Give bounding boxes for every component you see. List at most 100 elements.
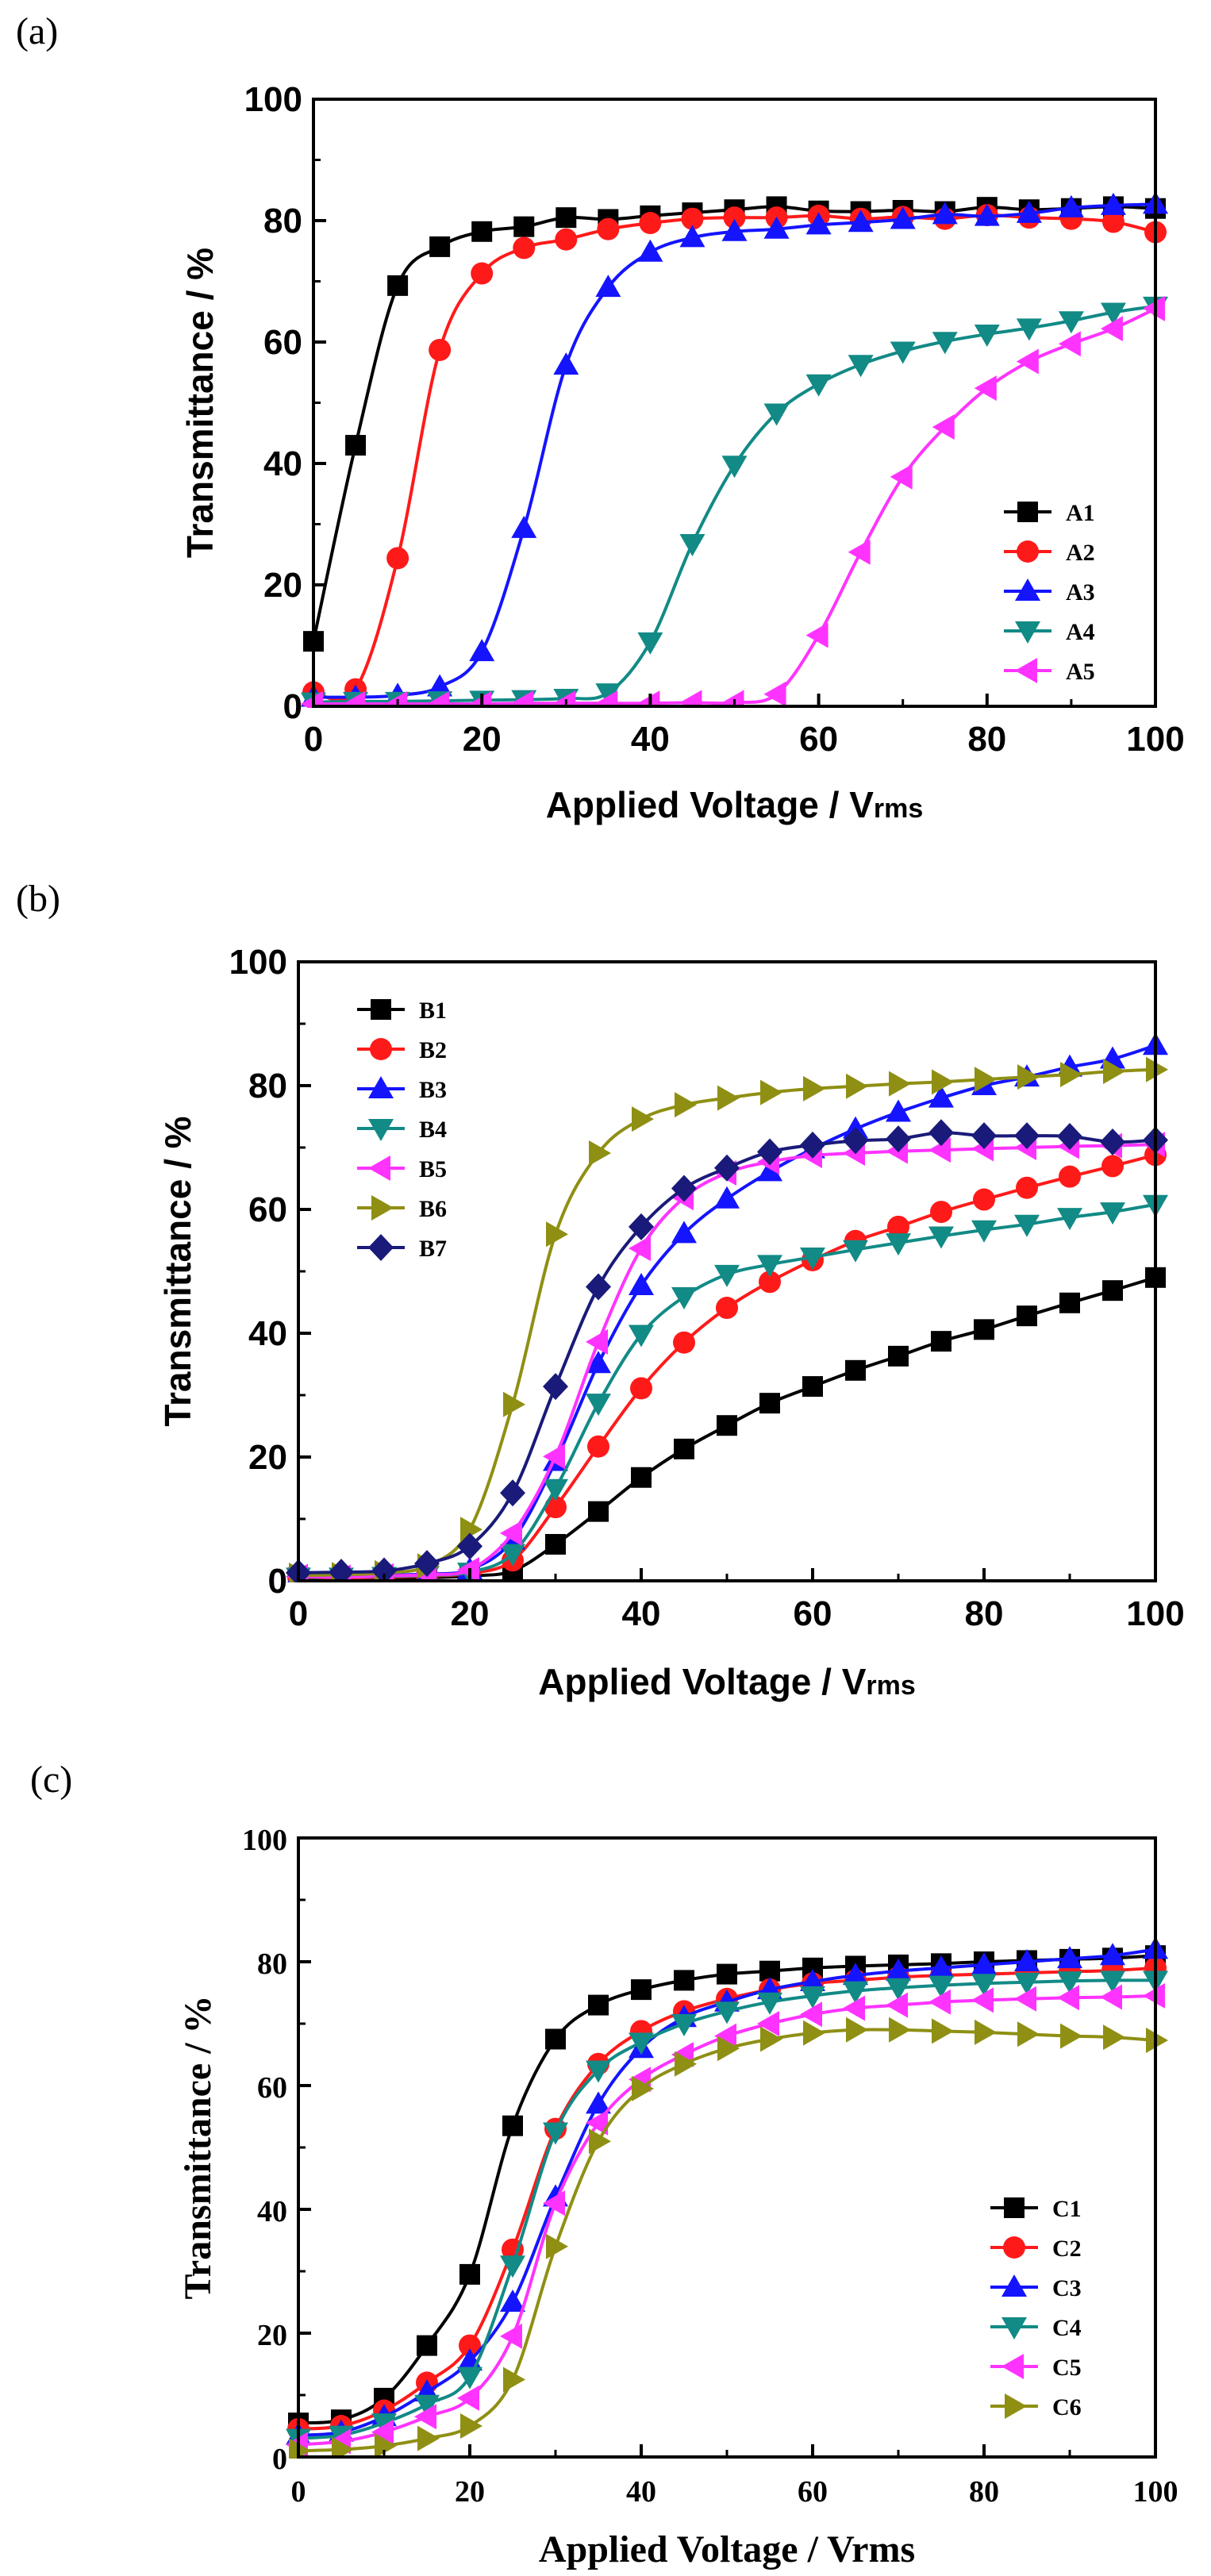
data-point-C4-25 [500,2255,525,2278]
data-point-B6-50 [717,1085,740,1111]
data-point-A5-30 [553,690,576,708]
legend-item-C3: C3 [990,2274,1082,2301]
data-point-B3-50 [714,1186,740,1209]
data-point-C4-95 [1100,1970,1125,1994]
legend-item-B3: B3 [357,1076,447,1103]
legend-label: C1 [1052,2196,1082,2222]
series-A1 [303,196,1166,652]
data-point-B6-30 [546,1221,568,1248]
series-group [286,1936,1168,2459]
data-point-C6-5 [332,2436,354,2459]
legend-marker-B3 [368,1076,394,1098]
data-point-B1-75 [931,1331,952,1352]
legend-label: C4 [1052,2315,1082,2341]
data-point-C1-30 [545,2028,566,2050]
data-point-A3-25 [511,515,537,538]
data-point-A5-55 [763,681,786,707]
data-point-C3-75 [928,1955,954,1978]
data-point-A5-70 [890,463,913,490]
data-point-A4-50 [721,456,748,479]
legend-item-C4: C4 [990,2315,1082,2341]
data-point-B5-25 [500,1520,522,1546]
data-point-B6-60 [803,1075,825,1102]
chart-panel-1: (a) 0 20 40 60 80 100 0 20 40 60 80 100 Applied Volta… [16,10,1185,825]
y-tick-label: 40 [263,444,302,483]
x-tick-label: 0 [289,1594,308,1633]
data-point-A2-30 [555,228,578,251]
y-tick-label: 60 [248,1190,287,1229]
x-tick-label: 60 [798,2475,828,2509]
data-point-A5-5 [343,690,366,708]
data-point-C4-15 [414,2394,440,2417]
data-point-C6-80 [975,2019,997,2045]
series-line-A5 [313,307,1156,706]
data-point-C1-35 [588,1994,609,2016]
data-point-C6-25 [503,2366,525,2393]
data-point-C6-30 [546,2233,568,2259]
y-tick-label: 100 [229,943,287,982]
data-point-B6-85 [1017,1064,1040,1090]
data-point-A2-95 [1101,210,1124,233]
data-point-A4-60 [805,374,832,397]
data-point-A1-30 [556,207,577,229]
data-point-A5-90 [1058,331,1081,357]
data-point-C5-60 [800,2001,822,2028]
data-point-B4-55 [757,1255,782,1278]
x-tick-label: 20 [463,720,502,759]
data-point-A5-75 [932,414,955,440]
data-point-C6-35 [589,2128,611,2155]
data-point-C5-15 [414,2404,436,2430]
data-point-B5-35 [586,1328,608,1355]
data-point-C1-40 [631,1979,652,2001]
legend-marker-B1 [371,999,391,1020]
legend-label: B1 [419,998,447,1024]
data-point-A4-85 [1016,318,1042,341]
data-point-A3-40 [637,239,663,262]
legend-item-C5: C5 [990,2354,1082,2381]
legend-item-A4: A4 [1004,619,1095,645]
data-point-B6-80 [975,1067,997,1093]
data-point-B5-75 [928,1137,951,1163]
data-point-C6-45 [675,2051,697,2077]
legend-label: C3 [1052,2275,1082,2301]
legend-marker-A4 [1015,621,1040,644]
data-point-B3-55 [757,1159,782,1182]
data-point-B4-90 [1057,1208,1082,1231]
y-tick-label: 0 [268,1562,287,1601]
data-point-B1-45 [674,1438,694,1459]
plot-frame [312,98,1157,708]
legend-label: C5 [1052,2355,1082,2381]
y-tick-label: 0 [272,2443,287,2476]
data-point-A5-15 [427,690,450,708]
legend-label: A3 [1066,579,1095,606]
legend-marker-B4 [368,1119,394,1141]
data-point-A5-65 [848,539,871,565]
legend-marker-A5 [1015,658,1037,683]
data-point-A3-15 [427,674,453,697]
data-point-C3-60 [800,1968,825,1991]
y-tick-label: 20 [248,1438,287,1477]
legend-item-A3: A3 [1004,579,1095,606]
data-point-A1-5 [345,435,367,456]
data-point-C5-80 [971,1987,994,2013]
y-axis-title: Transmittance / % [177,1995,219,2299]
data-point-C6-10 [375,2432,397,2459]
y-axis-title: Transmittance / % [157,1116,198,1426]
series-line-A4 [313,304,1156,704]
x-tick-label: 20 [455,2475,485,2509]
data-point-A3-55 [763,216,790,239]
legend-item-B1: B1 [357,998,447,1024]
data-point-B2-85 [1016,1176,1038,1199]
data-point-B3-40 [629,1272,654,1295]
data-point-B1-35 [588,1501,609,1522]
data-point-A3-35 [595,275,621,298]
legend-marker-C3 [1001,2274,1027,2297]
legend-label: A5 [1066,659,1095,685]
data-point-B7-90 [1057,1122,1082,1150]
data-point-B2-75 [930,1201,952,1224]
legend-label: C2 [1052,2236,1082,2262]
legend: C1 C2 C3 C4 C5 C6 [990,2196,1082,2420]
data-point-B7-45 [671,1175,697,1202]
data-point-A2-15 [429,338,452,361]
series-B7 [286,1119,1168,1582]
